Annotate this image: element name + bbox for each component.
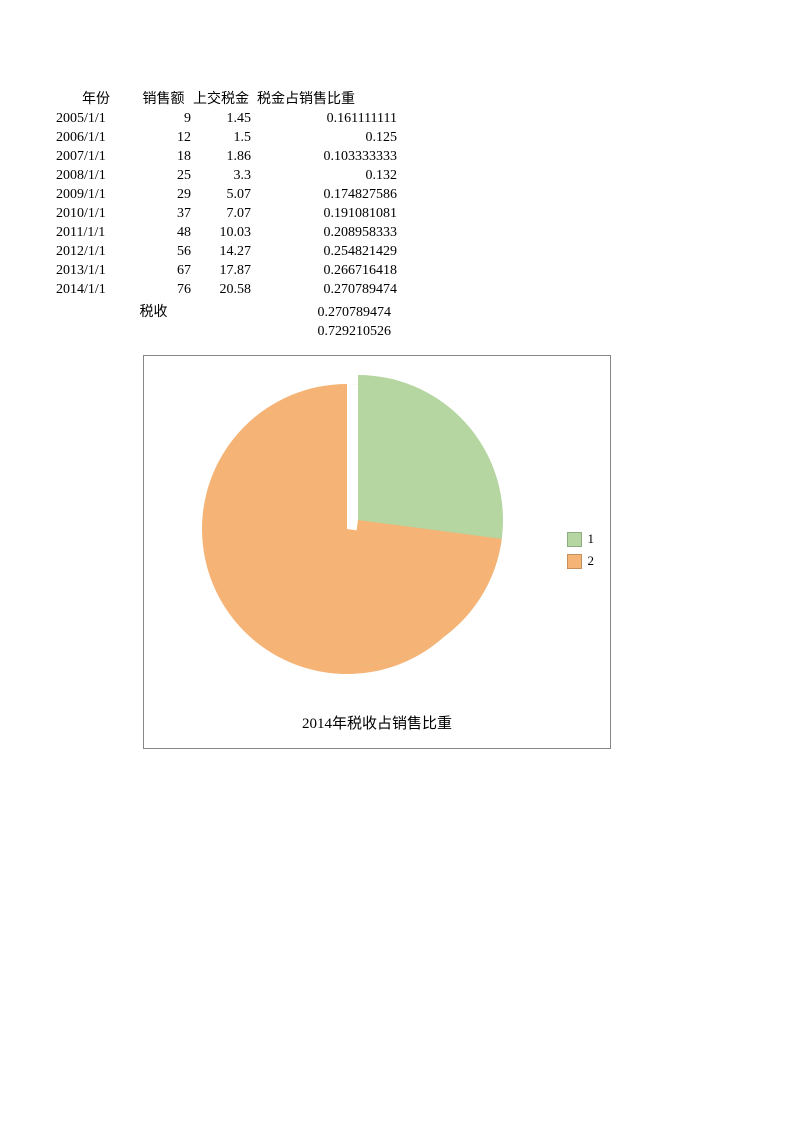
table-cell: 2014/1/1 — [56, 280, 136, 299]
pie-chart: 12 2014年税收占销售比重 — [143, 355, 611, 749]
table-cell: 25 — [136, 166, 191, 185]
table-cell: 2011/1/1 — [56, 223, 136, 242]
table-body: 2005/1/191.450.1611111112006/1/1121.50.1… — [56, 109, 397, 299]
table-cell: 48 — [136, 223, 191, 242]
table-cell: 2009/1/1 — [56, 185, 136, 204]
table-cell: 0.103333333 — [251, 147, 397, 166]
table-cell: 18 — [136, 147, 191, 166]
table-row: 2006/1/1121.50.125 — [56, 128, 397, 147]
table-row: 2008/1/1253.30.132 — [56, 166, 397, 185]
data-table: 年份 销售额 上交税金 税金占销售比重 2005/1/191.450.16111… — [56, 90, 397, 341]
pie-wrap — [202, 384, 492, 674]
col-header-ratio: 税金占销售比重 — [251, 90, 397, 109]
table-cell: 0.132 — [251, 166, 397, 185]
table-cell: 2006/1/1 — [56, 128, 136, 147]
table-row: 2005/1/191.450.161111111 — [56, 109, 397, 128]
page: 年份 销售额 上交税金 税金占销售比重 2005/1/191.450.16111… — [0, 0, 793, 1122]
table-cell: 76 — [136, 280, 191, 299]
table-cell: 20.58 — [191, 280, 251, 299]
table-cell: 0.174827586 — [251, 185, 397, 204]
summary-value-1: 0.270789474 — [251, 303, 391, 322]
table-cell: 0.254821429 — [251, 242, 397, 261]
col-header-sales: 销售额 — [136, 90, 191, 109]
legend: 12 — [567, 531, 595, 575]
table-cell: 5.07 — [191, 185, 251, 204]
table-cell: 0.208958333 — [251, 223, 397, 242]
table-row: 2014/1/17620.580.270789474 — [56, 280, 397, 299]
table-cell: 2008/1/1 — [56, 166, 136, 185]
table-cell: 56 — [136, 242, 191, 261]
table-cell: 2005/1/1 — [56, 109, 136, 128]
summary-table: 税收 0.270789474 0.729210526 — [56, 303, 391, 341]
table-cell: 0.266716418 — [251, 261, 397, 280]
table-row: 2010/1/1377.070.191081081 — [56, 204, 397, 223]
table-cell: 67 — [136, 261, 191, 280]
table-row: 2012/1/15614.270.254821429 — [56, 242, 397, 261]
table-cell: 9 — [136, 109, 191, 128]
col-header-tax: 上交税金 — [191, 90, 251, 109]
summary-row-2: 0.729210526 — [56, 322, 391, 341]
summary-row-1: 税收 0.270789474 — [56, 303, 391, 322]
table-row: 2007/1/1181.860.103333333 — [56, 147, 397, 166]
legend-item: 1 — [567, 531, 595, 547]
table-cell: 1.86 — [191, 147, 251, 166]
table-cell: 3.3 — [191, 166, 251, 185]
summary-label: 税收 — [56, 303, 251, 322]
table-row: 2011/1/14810.030.208958333 — [56, 223, 397, 242]
table-cell: 0.125 — [251, 128, 397, 147]
table-cell: 10.03 — [191, 223, 251, 242]
table-row: 2013/1/16717.870.266716418 — [56, 261, 397, 280]
table-cell: 0.270789474 — [251, 280, 397, 299]
legend-swatch — [567, 554, 582, 569]
table-cell: 0.161111111 — [251, 109, 397, 128]
legend-item: 2 — [567, 553, 595, 569]
table-cell: 14.27 — [191, 242, 251, 261]
table-cell: 17.87 — [191, 261, 251, 280]
pie-slice-1 — [213, 375, 503, 665]
table-cell: 1.5 — [191, 128, 251, 147]
table-row: 2009/1/1295.070.174827586 — [56, 185, 397, 204]
table-header-row: 年份 销售额 上交税金 税金占销售比重 — [56, 90, 397, 109]
table-cell: 2007/1/1 — [56, 147, 136, 166]
table-cell: 2010/1/1 — [56, 204, 136, 223]
table-cell: 2013/1/1 — [56, 261, 136, 280]
legend-label: 1 — [588, 531, 595, 547]
legend-swatch — [567, 532, 582, 547]
table-cell: 2012/1/1 — [56, 242, 136, 261]
col-header-year: 年份 — [56, 90, 136, 109]
table-cell: 1.45 — [191, 109, 251, 128]
table-cell: 12 — [136, 128, 191, 147]
chart-title: 2014年税收占销售比重 — [144, 712, 610, 733]
legend-label: 2 — [588, 553, 595, 569]
table-cell: 0.191081081 — [251, 204, 397, 223]
summary-value-2: 0.729210526 — [251, 322, 391, 341]
table-cell: 29 — [136, 185, 191, 204]
main-table: 年份 销售额 上交税金 税金占销售比重 2005/1/191.450.16111… — [56, 90, 397, 299]
table-cell: 37 — [136, 204, 191, 223]
table-cell: 7.07 — [191, 204, 251, 223]
